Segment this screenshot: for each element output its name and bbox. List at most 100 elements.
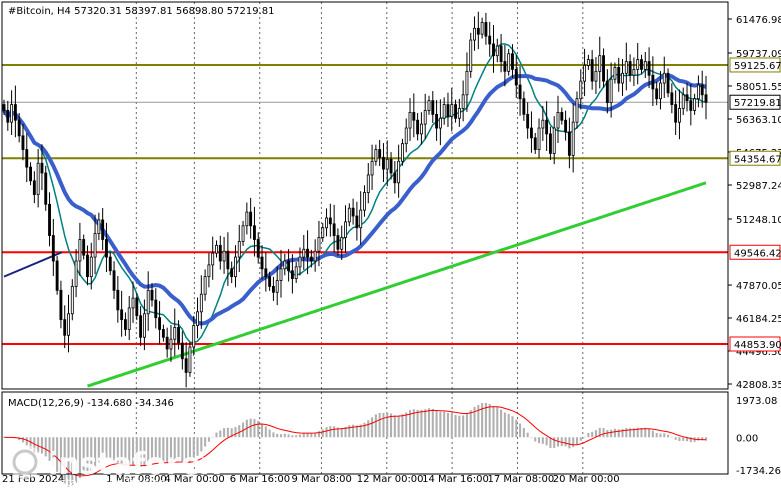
bull-candle [89, 256, 93, 278]
macd-histogram-bar [363, 422, 366, 438]
price-labels-layer: 59125.67 57219.81 54354.67 49546.42 44853.90 [729, 57, 781, 352]
bear-candle [116, 289, 120, 311]
macd-histogram-bar [416, 409, 419, 438]
macd-histogram-bar [188, 437, 191, 463]
macd-histogram-bar [537, 437, 541, 444]
macd-histogram-bar [541, 437, 544, 444]
bear-candle [351, 207, 355, 217]
macd-histogram-bar [71, 437, 74, 486]
macd-histogram-bar [105, 437, 108, 459]
macd-histogram-bar [473, 406, 476, 438]
brand-logo-ring-icon [12, 449, 38, 475]
candles-layer [2, 11, 708, 388]
macd-histogram-bar [169, 437, 173, 463]
macd-histogram-bar [310, 433, 313, 438]
macd-histogram-bar [249, 418, 252, 438]
macd-histogram-bar [613, 428, 616, 438]
macd-histogram-bar [674, 437, 677, 440]
macd-histogram-bar [257, 421, 260, 438]
bull-candle [397, 160, 401, 184]
bull-candle [78, 239, 82, 262]
bull-candle [404, 127, 408, 145]
macd-histogram-bar [336, 427, 339, 438]
bear-candle [446, 104, 450, 117]
macd-histogram-bar [378, 412, 381, 438]
macd-histogram-bar [420, 409, 423, 438]
macd-histogram-bar [56, 437, 59, 472]
macd-histogram-bar [185, 437, 188, 464]
macd-histogram-bar [40, 437, 43, 454]
bear-candle [484, 22, 488, 37]
macd-histogram-bar [374, 414, 377, 438]
macd-histogram-bar [522, 428, 525, 438]
bull-candle [442, 104, 446, 119]
macd-histogram-bar [644, 427, 647, 438]
macd-histogram-bar [329, 426, 332, 438]
price-level-label: 49546.42 [734, 248, 781, 259]
bear-candle [154, 299, 158, 319]
bull-candle [465, 70, 469, 96]
bear-candle [135, 297, 139, 317]
y-tick-label: 56363.10 [736, 115, 781, 126]
bear-candle [617, 67, 621, 84]
bear-candle [165, 336, 169, 350]
bear-candle [328, 217, 332, 225]
macd-histogram-bar [469, 410, 472, 438]
bull-candle [359, 209, 363, 229]
bear-candle [511, 53, 514, 70]
macd-histogram-bar [192, 437, 195, 460]
macd-y-tick-label: -1734.264 [736, 466, 781, 477]
macd-histogram-bar [598, 427, 601, 438]
macd-histogram-bar [393, 415, 396, 438]
macd-histogram-bar [545, 437, 548, 446]
bear-candle [355, 215, 359, 229]
bear-candle [488, 35, 492, 45]
macd-histogram-bar [397, 415, 400, 438]
bull-candle [317, 237, 321, 252]
bull-candle [173, 327, 177, 340]
bull-candle [344, 221, 347, 238]
macd-histogram-bar [302, 433, 305, 438]
bull-candle [302, 248, 306, 258]
macd-histogram-bar [109, 437, 112, 459]
bear-candle [651, 74, 655, 90]
bear-candle [55, 260, 59, 291]
macd-histogram-bar [348, 425, 351, 438]
macd-histogram-bar [568, 437, 571, 449]
macd-histogram-bar [572, 437, 575, 448]
bull-candle [594, 70, 598, 82]
bull-candle [385, 158, 389, 170]
macd-histogram-bar [211, 436, 214, 438]
macd-histogram-bar [371, 417, 374, 438]
macd-histogram-bar [511, 416, 514, 438]
macd-histogram-bar [629, 428, 632, 438]
macd-histogram-bar [230, 428, 233, 438]
macd-histogram-bar [530, 437, 533, 438]
bull-candle [203, 276, 207, 295]
bull-candle [10, 104, 14, 123]
macd-signal-line [3, 406, 707, 477]
bear-candle [48, 203, 51, 236]
price-level-tag [729, 336, 781, 352]
bull-candle [632, 68, 636, 76]
macd-histogram-bar [390, 413, 393, 438]
bear-candle [287, 260, 291, 272]
y-tick-label: 58051.55 [736, 82, 781, 93]
bull-candle [370, 160, 374, 176]
bear-candle [655, 88, 659, 100]
price-level-label: 54354.67 [734, 154, 781, 165]
bull-candle [298, 256, 302, 268]
bear-candle [112, 270, 116, 291]
bear-candle [431, 100, 435, 115]
macd-histogram-bar [701, 437, 704, 441]
macd-histogram-bar [583, 436, 586, 438]
bull-candle [571, 121, 575, 156]
macd-histogram-bar [488, 403, 491, 438]
macd-histogram-bar [143, 437, 146, 466]
macd-histogram-bar [29, 437, 32, 449]
macd-histogram-bar [283, 433, 286, 438]
macd-histogram-bar [177, 437, 180, 461]
bear-candle [82, 239, 86, 256]
macd-histogram-bar [685, 437, 689, 442]
